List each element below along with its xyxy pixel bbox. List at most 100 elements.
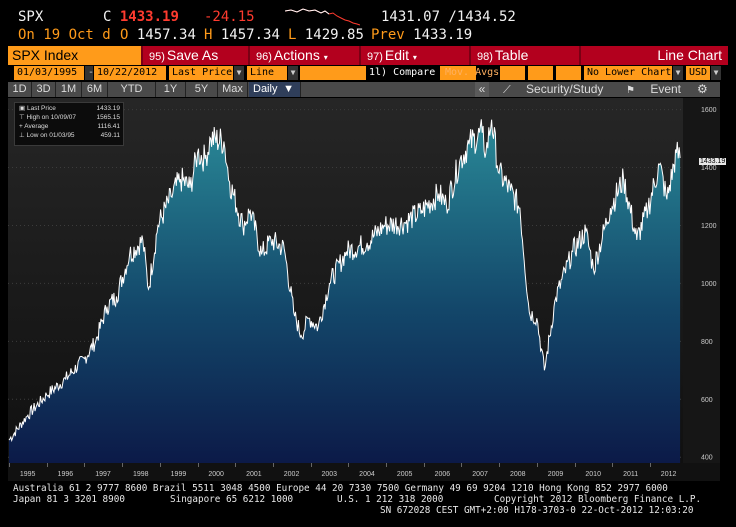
blank-field[interactable] <box>300 66 366 80</box>
chart-type-select[interactable]: Line <box>247 66 287 80</box>
y-tick-label: 1000 <box>701 281 717 288</box>
gear-icon[interactable]: ⚙ <box>697 82 708 96</box>
x-tick-label: 1997 <box>95 471 111 478</box>
compare-field[interactable] <box>440 66 476 80</box>
chart-type-dropdown-arrow[interactable]: ▼ <box>288 66 298 80</box>
period-6m[interactable]: 6M <box>82 82 108 97</box>
price-area-fill <box>9 119 681 463</box>
currency-dropdown-arrow[interactable]: ▼ <box>711 66 721 80</box>
x-tick-label: 2003 <box>321 471 338 478</box>
price-chart[interactable]: 400 600 800 1000 1200 1400 1600 <box>8 98 720 463</box>
footer-session-info: SN 672028 CEST GMT+2:00 H178-3703-0 22-O… <box>380 505 694 516</box>
period-1y[interactable]: 1Y <box>156 82 186 97</box>
date-separator: - <box>85 66 93 80</box>
footer-japan: Japan 81 3 3201 8900 <box>13 494 125 505</box>
price-series <box>8 119 681 463</box>
chevron-down-icon: ▾ <box>323 53 328 62</box>
x-tick-mark <box>386 463 388 467</box>
currency-select[interactable]: USD <box>686 66 710 80</box>
open-price: O 1457.34 <box>120 27 196 43</box>
actions-menu[interactable]: 96) Actions ▾ <box>248 46 359 65</box>
x-tick-mark <box>84 463 86 467</box>
field-dropdown-arrow[interactable]: ▼ <box>234 66 244 80</box>
event-icon: ⚑ <box>626 85 635 96</box>
mov-avgs-label: Mov. Avgs <box>445 67 500 78</box>
save-as-button[interactable]: 95) Save As <box>141 46 248 65</box>
legend-average: + Average 1116.41 <box>19 123 120 130</box>
last-price: C 1433.19 <box>103 9 179 25</box>
table-button[interactable]: 98) Table <box>469 46 579 65</box>
x-tick-label: 2011 <box>623 471 639 478</box>
chevron-down-icon: ▼ <box>283 83 294 95</box>
y-axis: 400 600 800 1000 1200 1400 1600 <box>701 107 717 462</box>
x-tick-label: 2006 <box>434 471 451 478</box>
x-tick-label: 1999 <box>170 471 187 478</box>
frequency-select[interactable]: Daily ▼ <box>249 82 301 97</box>
prev-close: Prev 1433.19 <box>371 27 473 43</box>
x-tick-label: 2005 <box>396 471 413 478</box>
x-tick-label: 2009 <box>547 471 564 478</box>
start-date-input[interactable]: 01/03/1995 <box>14 66 84 80</box>
x-tick-mark <box>574 463 576 467</box>
x-tick-mark <box>423 463 425 467</box>
chart-legend[interactable]: ▣ Last Price 1433.19 ⊤ High on 10/09/07 15… <box>14 102 124 146</box>
x-tick-mark <box>310 463 312 467</box>
low-marker-icon: ⊥ <box>19 132 25 139</box>
x-tick-mark <box>122 463 124 467</box>
event-button[interactable]: ⚑ Event <box>626 82 681 96</box>
last-value-tag: 1433.19 <box>699 158 727 165</box>
period-1m[interactable]: 1M <box>56 82 82 97</box>
edit-menu[interactable]: 97) Edit ▾ <box>359 46 469 65</box>
x-tick-mark <box>536 463 538 467</box>
white-square-icon: ▣ <box>19 105 26 112</box>
mov-avg-field-1[interactable] <box>500 66 525 80</box>
price-change: -24.15 <box>204 9 255 25</box>
field-select[interactable]: Last Price <box>169 66 233 80</box>
legend-high: ⊤ High on 10/09/07 1565.15 <box>19 114 120 121</box>
legend-last-price: ▣ Last Price 1433.19 <box>19 105 120 112</box>
security-study-button[interactable]: ⟋ Security/Study <box>503 82 604 96</box>
intraday-sparkline <box>284 6 361 30</box>
x-tick-label: 2004 <box>359 471 375 478</box>
footer-copyright: Copyright 2012 Bloomberg Finance L.P. <box>494 494 702 505</box>
x-axis: 1995 1996 1997 1998 1999 2000 2001 2002 2003 2004… <box>8 463 720 481</box>
footer-contacts-line1: Australia 61 2 9777 8600 Brazil 5511 304… <box>13 483 668 494</box>
bid-ask-range: 1431.07 /1434.52 <box>381 9 516 25</box>
high-price: H 1457.34 <box>204 27 280 43</box>
x-tick-mark <box>348 463 350 467</box>
lower-chart-dropdown-arrow[interactable]: ▼ <box>673 66 683 80</box>
mov-avg-field-2[interactable] <box>528 66 553 80</box>
x-tick-label: 2012 <box>660 471 677 478</box>
date-line: On 19 Oct d <box>18 27 111 43</box>
period-max[interactable]: Max <box>218 82 248 97</box>
footer-us: U.S. 1 212 318 2000 <box>337 494 444 505</box>
collapse-button[interactable]: « <box>475 82 489 97</box>
price-line <box>8 119 681 443</box>
period-5y[interactable]: 5Y <box>186 82 218 97</box>
y-tick-label: 1200 <box>701 223 717 230</box>
mov-avg-field-3[interactable] <box>556 66 581 80</box>
x-tick-label: 2007 <box>472 471 488 478</box>
x-tick-mark <box>46 463 48 467</box>
low-price: L 1429.85 <box>288 27 364 43</box>
y-tick-label: 600 <box>701 397 713 404</box>
security-name[interactable]: SPX Index <box>8 46 141 65</box>
period-ytd[interactable]: YTD <box>108 82 156 97</box>
period-1d[interactable]: 1D <box>8 82 32 97</box>
x-tick-mark <box>159 463 161 467</box>
x-tick-mark <box>197 463 199 467</box>
x-tick-mark <box>9 463 10 467</box>
y-tick-label: 1400 <box>701 165 717 172</box>
compare-button[interactable]: 1l) Compare <box>369 67 436 78</box>
x-tick-mark <box>272 463 274 467</box>
x-tick-mark <box>612 463 614 467</box>
footer-singapore: Singapore 65 6212 1000 <box>170 494 294 505</box>
x-tick-label: 2008 <box>509 471 526 478</box>
average-marker-icon: + <box>19 123 23 130</box>
end-date-input[interactable]: 10/22/2012 <box>94 66 166 80</box>
period-3d[interactable]: 3D <box>32 82 56 97</box>
x-tick-label: 2010 <box>585 471 601 478</box>
x-tick-label: 2001 <box>246 471 262 478</box>
x-tick-label: 1996 <box>57 471 74 478</box>
lower-chart-select[interactable]: No Lower Chart <box>584 66 672 80</box>
